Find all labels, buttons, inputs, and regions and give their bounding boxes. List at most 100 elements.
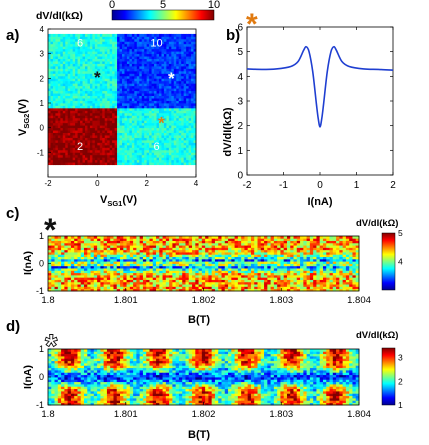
heatmap-cell <box>133 258 137 262</box>
heatmap-cell <box>113 263 118 267</box>
heatmap-a-cell <box>52 51 56 55</box>
heatmap-cell <box>70 245 75 248</box>
heatmap-a-cell <box>168 46 172 50</box>
heatmap-a-cell <box>80 83 83 87</box>
heatmap-cell <box>48 242 52 246</box>
heatmap-a-cell <box>107 103 111 106</box>
heatmap-a-cell <box>92 140 96 143</box>
heatmap-a-cell <box>141 63 145 67</box>
heatmap-cell <box>152 279 157 283</box>
heatmap-cell <box>113 258 118 262</box>
heatmap-cell <box>51 272 55 276</box>
heatmap-cell <box>80 238 85 241</box>
heatmap-cell <box>250 274 255 278</box>
heatmap-a-cell <box>156 51 160 55</box>
heatmap-a-cell <box>139 159 143 163</box>
heatmap-a-cell <box>85 103 88 106</box>
heatmap-a-cell <box>72 68 76 72</box>
heatmap-cell <box>110 270 114 274</box>
heatmap-a-cell <box>94 103 98 106</box>
heatmap-a-cell <box>141 95 145 99</box>
heatmap-a-cell <box>57 147 61 151</box>
heatmap-a-cell <box>193 46 197 50</box>
heatmap-a-cell <box>94 46 98 50</box>
heatmap-a-cell <box>181 66 185 69</box>
heatmap-a-cell <box>188 83 192 87</box>
heatmap-a-cell <box>183 46 187 50</box>
heatmap-a-cell <box>55 98 59 101</box>
heatmap-cell <box>231 277 235 280</box>
heatmap-a-cell <box>99 46 103 50</box>
heatmap-a-cell <box>168 61 172 64</box>
heatmap-cell <box>231 247 235 251</box>
heatmap-a-cell <box>77 38 81 42</box>
heatmap-cell <box>264 261 268 264</box>
heatmap-a-cell <box>146 159 150 163</box>
heatmap-cell <box>126 236 131 239</box>
heatmap-a-cell <box>163 95 167 99</box>
heatmap-cell <box>224 258 229 262</box>
heatmap-a-cell <box>163 80 167 84</box>
heatmap-a-cell <box>65 46 69 50</box>
heatmap-cell <box>250 256 255 260</box>
heatmap-a-cell <box>109 120 113 124</box>
heatmap-cell <box>257 236 262 239</box>
heatmap-a-cell <box>122 90 125 94</box>
heatmap-a-cell <box>124 142 128 146</box>
heatmap-a-cell <box>55 78 59 82</box>
heatmap-a-cell <box>99 117 103 121</box>
heatmap-a-cell <box>52 130 56 133</box>
heatmap-a-cell <box>176 73 180 77</box>
heatmap-a-cell <box>144 53 148 57</box>
heatmap-a-cell <box>75 127 78 131</box>
heatmap-cell <box>234 249 239 253</box>
heatmap-a-cell <box>82 68 86 72</box>
heatmap-a-cell <box>97 110 101 114</box>
heatmap-a-cell <box>171 144 175 148</box>
heatmap-cell <box>221 272 226 276</box>
heatmap-a-cell <box>178 68 182 72</box>
heatmap-a-cell <box>97 63 101 67</box>
heatmap-cell <box>277 258 281 262</box>
heatmap-a-cell <box>146 63 150 67</box>
heatmap-cell <box>218 268 222 271</box>
heatmap-a-cell <box>109 70 113 74</box>
heatmap-cell <box>74 245 78 248</box>
heatmap-cell <box>247 240 252 244</box>
heatmap-a-cell <box>183 110 187 114</box>
heatmap-a-cell <box>188 142 192 146</box>
heatmap-cell <box>149 258 154 262</box>
heatmap-cell <box>70 240 75 244</box>
heatmap-a-cell <box>186 154 189 158</box>
heatmap-a-cell <box>57 85 61 89</box>
heatmap-a-cell <box>70 132 74 136</box>
heatmap-a-cell <box>89 115 93 119</box>
heatmap-cell <box>247 263 252 267</box>
heatmap-a-cell <box>176 51 180 55</box>
heatmap-a-cell <box>107 83 111 87</box>
heatmap-a-cell <box>151 144 155 148</box>
heatmap-cell <box>267 284 272 287</box>
heatmap-cell <box>254 261 258 264</box>
heatmap-a-cell <box>55 88 59 92</box>
heatmap-a-cell <box>131 159 135 163</box>
heatmap-a-cell <box>161 130 165 133</box>
heatmap-a-cell <box>176 147 180 151</box>
heatmap-a-cell <box>85 100 88 104</box>
heatmap-a-cell <box>109 33 113 37</box>
heatmap-cell <box>84 286 88 290</box>
heatmap-a-cell <box>139 152 143 156</box>
heatmap-cell <box>103 261 108 264</box>
heatmap-a-cell <box>107 157 111 161</box>
heatmap-cell <box>244 240 249 244</box>
heatmap-a-cell <box>151 147 155 151</box>
heatmap-cell <box>172 274 177 278</box>
heatmap-a-cell <box>114 51 118 55</box>
heatmap-cell <box>195 270 199 274</box>
heatmap-cell <box>136 245 141 248</box>
heatmap-cell <box>152 261 157 264</box>
heatmap-cell <box>250 254 255 258</box>
heatmap-a-cell <box>85 107 88 111</box>
heatmap-a-cell <box>89 33 93 37</box>
heatmap-a-cell <box>154 105 157 109</box>
